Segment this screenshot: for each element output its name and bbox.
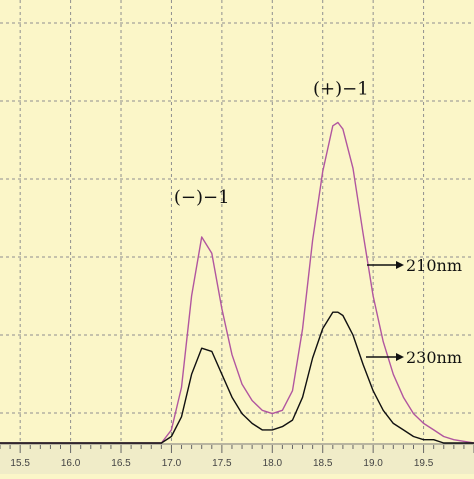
series-line-210nm — [0, 121, 474, 444]
x-tick-label: 19.5 — [414, 458, 434, 469]
x-axis-strip — [0, 445, 474, 474]
series-arrow-head — [396, 353, 404, 361]
x-tick-label: 18.5 — [313, 458, 333, 469]
x-tick-label: 17.5 — [212, 458, 232, 469]
peak-label-0: (−)−1 — [174, 187, 230, 208]
series-line-230nm — [0, 311, 474, 444]
x-tick-label: 15.5 — [10, 458, 30, 469]
x-tick-label: 17.0 — [162, 458, 182, 469]
x-tick-label: 18.0 — [263, 458, 283, 469]
series-label-210nm: 210nm — [406, 256, 462, 275]
x-tick-label: 16.5 — [111, 458, 131, 469]
series-arrow-head — [396, 261, 404, 269]
series-lines — [0, 121, 474, 444]
series-label-230nm: 230nm — [406, 348, 462, 367]
grid-lines — [0, 0, 474, 443]
x-axis: 15.5 16.0 16.5 17.0 17.5 18.0 18.5 19.0 19.5 — [0, 443, 474, 474]
peak-label-1: (+)−1 — [313, 79, 369, 100]
x-tick-label: 16.0 — [61, 458, 81, 469]
annotations: 210nm 230nm (−)−1 (+)−1 — [174, 79, 462, 367]
x-tick-label: 19.0 — [363, 458, 383, 469]
